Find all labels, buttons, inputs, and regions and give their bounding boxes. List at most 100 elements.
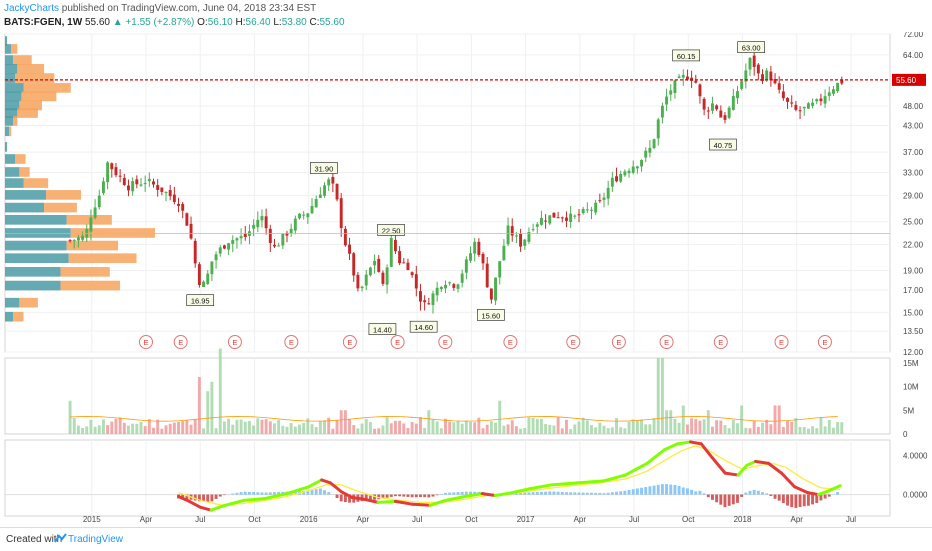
tradingview-logo-icon[interactable]	[54, 533, 67, 544]
volume-bar	[256, 418, 259, 434]
macd-histogram-bar	[803, 495, 806, 507]
macd-histogram-bar	[690, 490, 693, 495]
volume-bar	[373, 429, 376, 434]
macd-histogram-bar	[715, 495, 718, 503]
candle-down	[686, 77, 689, 80]
candle-up	[623, 171, 626, 175]
volume-profile-up-bar	[5, 167, 19, 177]
y-tick-label: 33.00	[903, 168, 924, 177]
volume-bar	[81, 428, 84, 434]
candle-down	[173, 195, 176, 202]
earnings-marker-label: E	[616, 338, 621, 347]
volume-bar	[548, 425, 551, 434]
volume-profile-down-bar	[13, 55, 31, 65]
macd-histogram-bar	[336, 495, 339, 498]
candle-up	[311, 206, 314, 213]
candle-up	[215, 254, 218, 260]
volume-bar	[77, 426, 80, 434]
volume-bar	[244, 422, 247, 434]
volume-bar	[807, 429, 810, 434]
earnings-marker-label: E	[718, 338, 723, 347]
macd-histogram-bar	[311, 490, 314, 495]
volume-bar	[753, 421, 756, 434]
volume-profile-down-bar	[69, 253, 137, 263]
volume-profile-up-bar	[5, 215, 67, 225]
volume-bar	[598, 423, 601, 434]
symbol-line: BATS:FGEN, 1W 55.60 ▲ +1.55 (+2.87%) O:5…	[4, 16, 928, 29]
price-annotation: 15.60	[481, 311, 500, 320]
volume-y-tick: 15M	[903, 359, 919, 368]
candle-down	[340, 198, 343, 228]
volume-bar	[819, 417, 822, 434]
volume-bar	[231, 425, 234, 434]
macd-histogram-bar	[686, 488, 689, 494]
volume-bar	[799, 427, 802, 434]
candle-down	[552, 213, 555, 218]
candle-down	[127, 186, 130, 191]
volume-bar	[732, 420, 735, 434]
volume-bar	[89, 420, 92, 434]
author-link[interactable]: JackyCharts	[4, 3, 59, 14]
macd-histogram-bar	[461, 492, 464, 495]
earnings-marker-label: E	[822, 338, 827, 347]
macd-histogram-bar	[657, 485, 660, 495]
volume-bar	[603, 426, 606, 434]
pane-frame-2	[5, 358, 890, 434]
volume-bar	[419, 417, 422, 434]
volume-bar	[711, 427, 714, 434]
macd-histogram-bar	[644, 487, 647, 495]
macd-histogram-bar	[252, 492, 255, 494]
volume-bar	[536, 419, 539, 434]
tradingview-brand[interactable]: TradingView	[68, 534, 123, 545]
candle-up	[532, 229, 535, 230]
macd-histogram-bar	[578, 493, 581, 495]
macd-histogram-bar	[607, 493, 610, 495]
macd-histogram-bar	[319, 488, 322, 494]
macd-histogram-bar	[678, 486, 681, 495]
macd-histogram-bar	[406, 495, 409, 497]
volume-bar	[294, 427, 297, 434]
volume-bar	[302, 423, 305, 434]
macd-histogram-bar	[594, 493, 597, 495]
x-tick-label: Jul	[846, 515, 856, 524]
volume-bar	[744, 428, 747, 434]
macd-histogram-bar	[544, 492, 547, 495]
x-tick-label: Jul	[195, 515, 205, 524]
candle-down	[194, 241, 197, 264]
macd-histogram-bar	[673, 485, 676, 495]
candle-down	[778, 83, 781, 90]
macd-histogram-bar	[640, 488, 643, 495]
volume-bar	[252, 426, 255, 434]
x-tick-label: Apr	[140, 515, 153, 524]
volume-bar	[832, 428, 835, 434]
publish-info: published on TradingView.com, June 04, 2…	[62, 3, 316, 14]
candle-down	[719, 111, 722, 118]
volume-bar	[640, 419, 643, 434]
volume-bar	[260, 420, 263, 434]
x-tick-label: 2018	[734, 515, 752, 524]
macd-histogram-bar	[402, 495, 405, 497]
volume-y-tick: 5M	[903, 406, 914, 415]
macd-histogram-bar	[206, 495, 209, 502]
volume-bar	[569, 429, 572, 434]
candle-down	[273, 245, 276, 247]
candle-up	[140, 184, 143, 185]
up-arrow-icon: ▲	[113, 17, 123, 28]
macd-histogram-bar	[323, 490, 326, 494]
volume-profile-down-bar	[19, 167, 29, 177]
candle-up	[640, 160, 643, 166]
candle-up	[102, 181, 105, 193]
volume-profile-up-bar	[5, 64, 17, 74]
volume-bar	[173, 423, 176, 434]
candle-up	[765, 71, 768, 81]
volume-bar	[148, 419, 151, 434]
macd-line-segment	[552, 483, 578, 485]
candle-up	[260, 216, 263, 220]
candle-up	[507, 226, 510, 245]
candle-down	[352, 253, 355, 275]
macd-line-segment	[413, 504, 430, 505]
candle-up	[628, 171, 631, 173]
volume-profile-up-bar	[5, 281, 60, 291]
candle-up	[440, 287, 443, 289]
